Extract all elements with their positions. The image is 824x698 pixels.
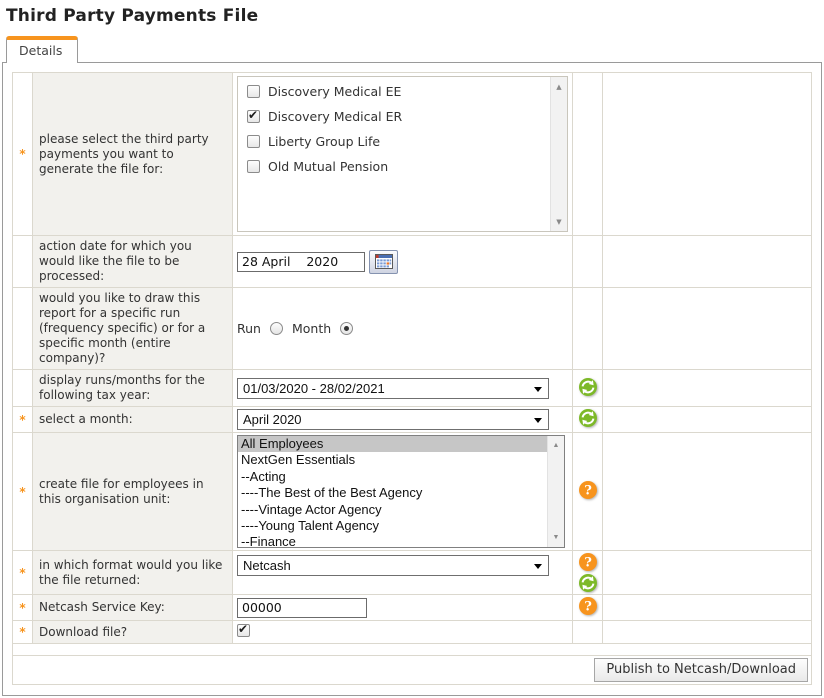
- service-key-input[interactable]: [237, 597, 367, 618]
- radio-month[interactable]: [340, 322, 354, 335]
- row-action-date: action date for which you would like the…: [12, 235, 812, 288]
- details-panel: * please select the third party payments…: [2, 62, 822, 696]
- third-party-option-label: Discovery Medical ER: [268, 109, 403, 124]
- action-date-label: action date for which you would like the…: [32, 235, 233, 288]
- refresh-icon: [578, 377, 597, 396]
- row-format: * in which format would you like the fil…: [12, 550, 812, 595]
- third-party-option-label: Liberty Group Life: [268, 134, 381, 149]
- month-selected-value: April 2020: [243, 412, 302, 427]
- dropdown-arrow-icon: [534, 418, 542, 423]
- list-item[interactable]: Liberty Group Life: [247, 134, 567, 149]
- list-item[interactable]: Discovery Medical ER: [247, 108, 567, 124]
- org-unit-listbox[interactable]: All Employees NextGen Essentials --Actin…: [237, 435, 565, 548]
- refresh-icon: [578, 409, 597, 427]
- scroll-down-icon[interactable]: ▼: [556, 217, 562, 226]
- action-date-input[interactable]: [237, 251, 365, 272]
- third-party-option-label: Old Mutual Pension: [268, 159, 389, 174]
- tab-bar: Details: [6, 36, 822, 63]
- row-run-or-month: would you like to draw this report for a…: [12, 287, 812, 370]
- row-service-key: * Netcash Service Key: ?: [12, 594, 812, 621]
- third-party-label: please select the third party payments y…: [32, 72, 233, 236]
- required-marker: *: [12, 620, 33, 644]
- calendar-button[interactable]: [369, 249, 398, 274]
- format-selected-value: Netcash: [243, 558, 291, 573]
- required-marker: *: [12, 432, 33, 551]
- radio-run[interactable]: [269, 322, 283, 335]
- refresh-icon: [578, 574, 597, 592]
- tax-year-selected-value: 01/03/2020 - 28/02/2021: [243, 380, 385, 396]
- format-label: in which format would you like the file …: [32, 550, 233, 595]
- checkbox-list-scrollbar[interactable]: ▲ ▼: [550, 77, 567, 231]
- form-table: * please select the third party payments…: [12, 72, 812, 685]
- run-month-radio-group: Run Month: [237, 321, 568, 336]
- service-key-label: Netcash Service Key:: [32, 594, 233, 621]
- scroll-up-icon[interactable]: ▲: [552, 442, 560, 449]
- third-party-checkbox-3[interactable]: [247, 160, 260, 173]
- org-unit-item[interactable]: NextGen Essentials: [241, 452, 356, 468]
- help-icon: ?: [578, 481, 597, 499]
- help-org-unit-button[interactable]: ?: [578, 480, 598, 500]
- org-unit-item[interactable]: ----Young Talent Agency: [241, 518, 380, 534]
- required-marker: *: [12, 550, 33, 595]
- org-unit-label: create file for employees in this organi…: [32, 432, 233, 551]
- required-marker: *: [12, 406, 33, 433]
- org-unit-scrollbar[interactable]: ▲ ▼: [547, 436, 564, 547]
- download-checkbox[interactable]: [237, 622, 250, 637]
- list-item[interactable]: Old Mutual Pension: [247, 159, 567, 174]
- run-or-month-label: would you like to draw this report for a…: [32, 287, 233, 370]
- scroll-down-icon[interactable]: ▼: [552, 534, 560, 541]
- org-unit-item[interactable]: --Acting: [241, 468, 286, 484]
- refresh-tax-year-button[interactable]: [578, 377, 598, 397]
- svg-text:?: ?: [584, 600, 592, 615]
- refresh-format-button[interactable]: [578, 573, 598, 593]
- help-icon: ?: [578, 597, 597, 615]
- radio-run-label: Run: [237, 321, 261, 336]
- third-party-checkbox-0[interactable]: [247, 85, 260, 98]
- download-label: Download file?: [32, 620, 233, 644]
- org-unit-item[interactable]: ----The Best of the Best Agency: [241, 485, 423, 501]
- tax-year-select[interactable]: 01/03/2020 - 28/02/2021: [237, 377, 549, 399]
- third-party-checkbox-list: Discovery Medical EE Discovery Medical E…: [237, 76, 568, 232]
- month-select[interactable]: April 2020: [237, 409, 549, 430]
- dropdown-arrow-icon: [534, 386, 542, 392]
- list-item[interactable]: Discovery Medical EE: [247, 84, 567, 99]
- row-month: * select a month: April 2020: [12, 406, 812, 433]
- third-party-checkbox-1[interactable]: [247, 108, 260, 123]
- row-third-party: * please select the third party payments…: [12, 72, 812, 236]
- row-spacer: [12, 643, 812, 656]
- publish-button[interactable]: Publish to Netcash/Download: [594, 658, 808, 682]
- tab-details[interactable]: Details: [6, 36, 79, 63]
- row-tax-year: display runs/months for the following ta…: [12, 369, 812, 407]
- calendar-icon: [374, 254, 393, 269]
- help-icon: ?: [578, 553, 597, 571]
- month-label: select a month:: [32, 406, 233, 433]
- page-title: Third Party Payments File: [6, 6, 259, 26]
- format-select[interactable]: Netcash: [237, 555, 549, 576]
- scroll-up-icon[interactable]: ▲: [556, 82, 562, 91]
- svg-text:?: ?: [584, 556, 592, 571]
- help-service-key-button[interactable]: ?: [578, 596, 598, 616]
- row-footer: Publish to Netcash/Download: [12, 655, 812, 685]
- row-download: * Download file?: [12, 620, 812, 644]
- required-marker: *: [12, 594, 33, 621]
- org-unit-item[interactable]: All Employees: [238, 436, 547, 453]
- required-marker: *: [12, 72, 33, 236]
- third-party-checkbox-2[interactable]: [247, 135, 260, 148]
- svg-text:?: ?: [584, 484, 592, 499]
- row-org-unit: * create file for employees in this orga…: [12, 432, 812, 551]
- org-unit-item[interactable]: --Finance: [241, 534, 296, 548]
- tax-year-label: display runs/months for the following ta…: [32, 369, 233, 407]
- dropdown-arrow-icon: [534, 564, 542, 569]
- org-unit-item[interactable]: ----Vintage Actor Agency: [241, 501, 382, 517]
- third-party-option-label: Discovery Medical EE: [268, 84, 402, 99]
- refresh-month-button[interactable]: [578, 408, 598, 428]
- help-format-button[interactable]: ?: [578, 552, 598, 572]
- radio-month-label: Month: [291, 321, 332, 336]
